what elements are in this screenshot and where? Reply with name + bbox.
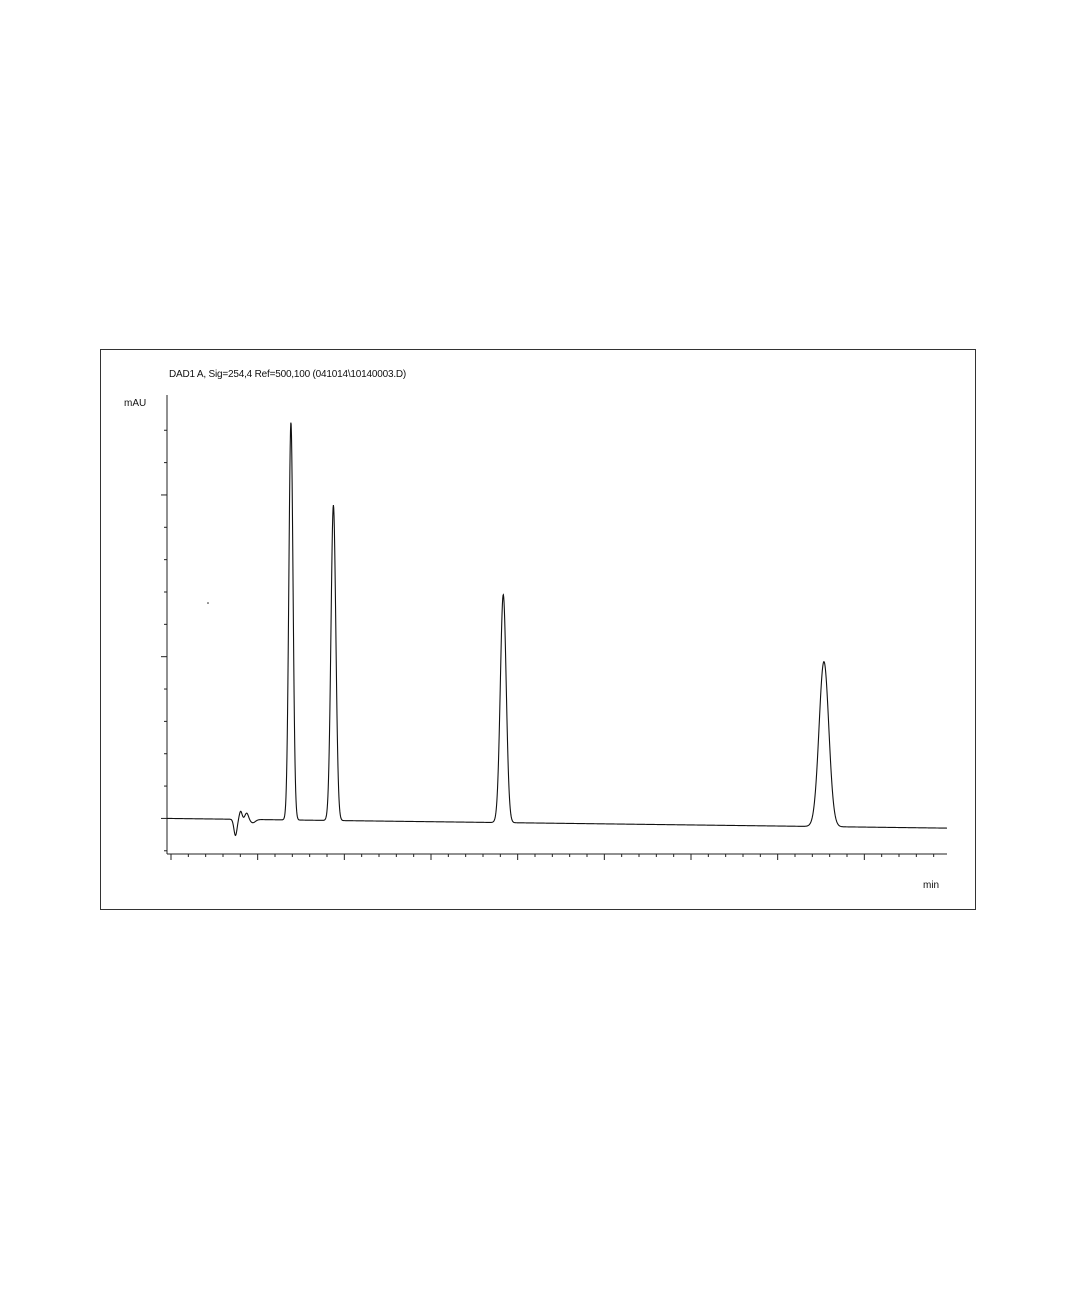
plot-area [161, 395, 947, 860]
x-ticks [170, 854, 935, 860]
stray-dot [207, 602, 209, 604]
series-trace [167, 422, 947, 837]
chart-title: DAD1 A, Sig=254,4 Ref=500,100 (041014\10… [169, 369, 407, 380]
y-axis-label: mAU [124, 398, 147, 409]
y-ticks [161, 429, 167, 852]
chromatogram-chart: DAD1 A, Sig=254,4 Ref=500,100 (041014\10… [100, 349, 976, 910]
x-axis-label: min [923, 880, 940, 891]
